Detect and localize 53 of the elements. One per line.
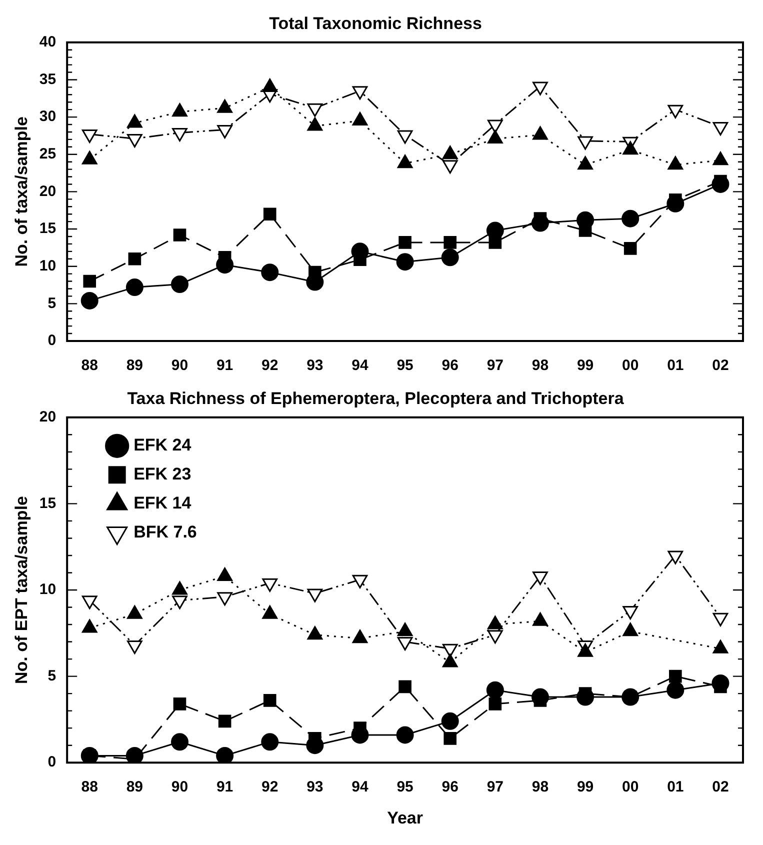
x-tick-label: 95 [396,778,414,796]
x-tick-label: 96 [442,778,458,796]
x-tick-label: 00 [622,357,639,374]
x-tick-label: 02 [712,357,729,374]
y-tick-label: 0 [48,332,56,350]
x-tick-label: 95 [396,357,414,374]
y-axis-title: No. of taxa/sample [12,116,31,267]
x-tick-label: 93 [306,778,324,796]
y-tick-label: 25 [39,146,56,163]
x-tick-label: 93 [306,357,324,374]
x-tick-label: 96 [442,357,458,374]
x-tick-label: 88 [81,357,98,374]
x-tick-label: 01 [667,357,684,374]
x-tick-label: 02 [712,778,729,796]
y-tick-label: 30 [39,108,56,126]
chart-title: Taxa Richness of Ephemeroptera, Plecoptera and Trichoptera [127,388,624,408]
x-axis-title: Year [387,808,424,828]
x-tick-label: 01 [667,778,684,796]
legend-label: EFK 24 [134,436,192,455]
y-tick-label: 10 [39,257,56,274]
x-tick-label: 98 [532,778,549,796]
x-tick-label: 89 [126,357,144,374]
x-tick-label: 94 [352,357,369,374]
legend-label: EFK 14 [134,494,192,513]
y-tick-label: 15 [39,494,56,512]
x-tick-label: 92 [262,357,278,374]
x-tick-label: 98 [532,357,549,374]
x-tick-label: 92 [262,778,278,796]
legend-label: BFK 7.6 [134,522,197,542]
x-tick-label: 97 [486,357,504,374]
x-tick-label: 90 [171,778,188,796]
y-axis-title: No. of EPT taxa/sample [12,496,31,684]
x-tick-label: 97 [486,778,504,796]
y-tick-label: 20 [39,408,56,426]
x-tick-label: 94 [352,778,369,796]
legend-label: EFK 23 [134,464,192,484]
x-tick-label: 88 [81,778,98,796]
x-tick-label: 90 [171,357,188,374]
y-tick-label: 15 [39,220,56,238]
x-tick-label: 99 [576,357,594,374]
x-tick-label: 91 [216,778,234,796]
chart-title: Total Taxonomic Richness [269,14,482,33]
y-tick-label: 5 [48,667,56,684]
x-tick-label: 89 [126,778,144,796]
y-tick-label: 40 [39,34,56,51]
y-tick-label: 0 [48,754,56,771]
x-tick-label: 91 [216,357,234,374]
y-tick-label: 20 [39,182,56,200]
y-tick-label: 35 [39,70,56,88]
x-tick-label: 99 [576,778,594,796]
y-tick-label: 5 [48,294,56,312]
x-tick-label: 00 [622,778,639,796]
y-tick-label: 10 [39,581,56,598]
